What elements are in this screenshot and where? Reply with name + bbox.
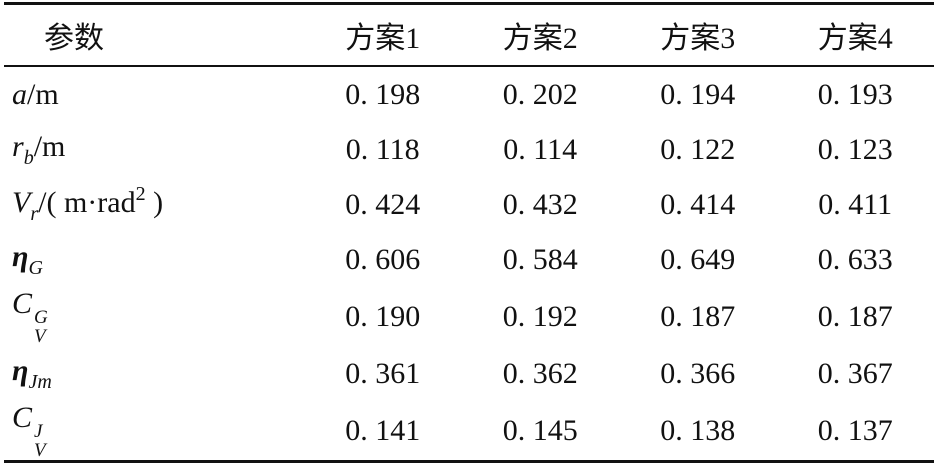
label-part: r — [12, 129, 24, 163]
label-part: C — [12, 287, 33, 320]
value-cell: 0. 145 — [502, 413, 578, 447]
value-cell: 0. 366 — [660, 356, 736, 390]
table-body: a/m 0. 198 0. 202 0. 194 0. 193 rb/m 0. 118 0. … — [4, 66, 934, 462]
label-part: C — [12, 401, 33, 434]
value-cell: 0. 202 — [502, 77, 578, 111]
value-cell: 0. 122 — [660, 132, 736, 166]
value-cell: 0. 367 — [817, 356, 893, 390]
value-cell: 0. 633 — [817, 242, 893, 276]
value-cell: 0. 584 — [502, 242, 578, 276]
value-cell: 0. 411 — [818, 187, 893, 221]
value-cell: 0. 193 — [817, 77, 893, 111]
value-cell: 0. 361 — [345, 356, 421, 390]
label-part: V — [12, 186, 31, 219]
label-part: J — [34, 421, 43, 442]
value-cell: 0. 194 — [660, 77, 736, 111]
label-part: G — [28, 256, 43, 279]
value-cell: 0. 362 — [502, 356, 578, 390]
table-header: 参数 方案1 方案2 方案3 方案4 — [4, 3, 934, 66]
table-row: a/m 0. 198 0. 202 0. 194 0. 193 — [4, 66, 934, 122]
value-cell: 0. 198 — [345, 77, 421, 111]
label-part: ) — [145, 186, 164, 219]
row-label: Vr/( m·rad2 ) — [4, 177, 304, 232]
value-cell: 0. 138 — [660, 413, 736, 447]
header-cell: 方案4 — [817, 22, 893, 55]
label-part: a — [12, 77, 27, 111]
table-row: ηG 0. 606 0. 584 0. 649 0. 633 — [4, 232, 934, 287]
row-label: ηJm — [4, 346, 304, 401]
label-part: r — [30, 203, 39, 225]
label-part: /( m·rad — [38, 186, 136, 219]
table-row: C J V 0. 141 0. 145 0. 138 0. 137 — [4, 401, 934, 462]
value-cell: 0. 118 — [345, 132, 420, 166]
value-cell: 0. 414 — [660, 187, 736, 221]
header-cell: 方案3 — [660, 22, 736, 55]
label-part: Jm — [28, 370, 52, 393]
table-row: rb/m 0. 118 0. 114 0. 122 0. 123 — [4, 122, 934, 177]
header-cell: 参数 — [44, 22, 104, 55]
data-table: 参数 方案1 方案2 方案3 方案4 a/m 0. 198 0. 202 0. 194 0. 1… — [4, 2, 934, 463]
value-cell: 0. 192 — [502, 299, 578, 333]
label-part: V — [34, 326, 46, 347]
label-part: η — [12, 353, 29, 387]
label-part: b — [23, 146, 34, 169]
label-part: η — [12, 239, 29, 273]
table-row: Vr/( m·rad2 ) 0. 424 0. 432 0. 414 0. 411 — [4, 177, 934, 232]
header-cell: 方案1 — [345, 22, 421, 55]
value-cell: 0. 141 — [345, 413, 421, 447]
label-part: 2 — [135, 183, 146, 205]
label-part: /m — [33, 129, 66, 163]
value-cell: 0. 190 — [345, 299, 421, 333]
table-row: C G V 0. 190 0. 192 0. 187 0. 187 — [4, 287, 934, 346]
value-cell: 0. 649 — [660, 242, 736, 276]
label-part: V — [34, 440, 46, 461]
row-label: ηG — [4, 232, 304, 287]
row-label: a/m — [4, 66, 304, 122]
header-cell: 方案2 — [502, 22, 578, 55]
header-row: 参数 方案1 方案2 方案3 方案4 — [4, 3, 934, 66]
label-part: /m — [27, 77, 59, 111]
row-label: rb/m — [4, 122, 304, 177]
value-cell: 0. 187 — [817, 299, 893, 333]
value-cell: 0. 432 — [502, 187, 578, 221]
value-cell: 0. 114 — [503, 132, 578, 166]
label-part: G — [34, 307, 48, 328]
value-cell: 0. 606 — [345, 242, 421, 276]
table-row: ηJm 0. 361 0. 362 0. 366 0. 367 — [4, 346, 934, 401]
value-cell: 0. 137 — [817, 413, 893, 447]
value-cell: 0. 424 — [345, 187, 421, 221]
value-cell: 0. 187 — [660, 299, 736, 333]
value-cell: 0. 123 — [817, 132, 893, 166]
